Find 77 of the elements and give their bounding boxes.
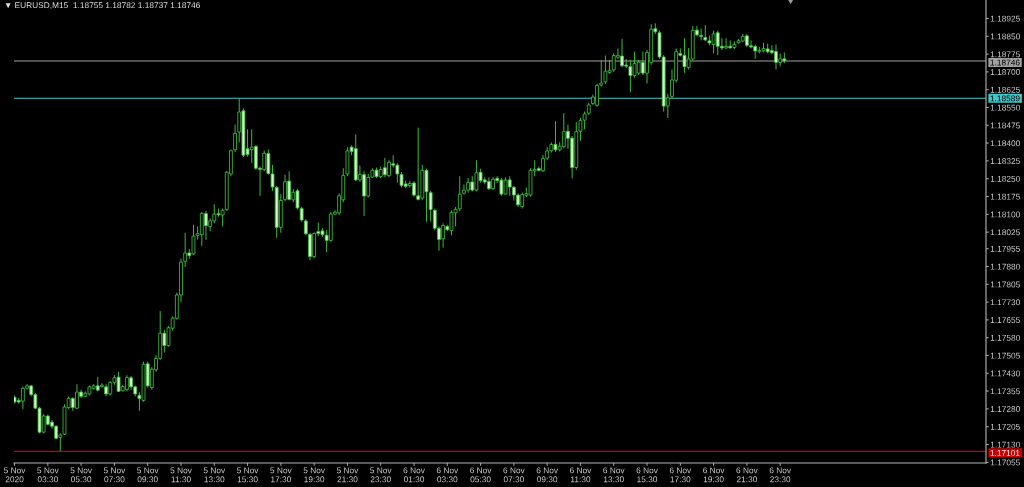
x-tick-label: 5 Nov 15:30 — [237, 467, 259, 483]
y-tick-label: 1.17880 — [990, 263, 1020, 270]
candlestick — [561, 112, 566, 149]
y-tick-label: 1.17280 — [990, 406, 1020, 412]
x-tick-label: 5 Nov 07:30 — [103, 467, 126, 483]
ref-line-label: 1.18746 — [990, 59, 1020, 66]
x-tick-label: 5 Nov 21:30 — [336, 467, 359, 483]
y-tick-label: 1.18400 — [990, 140, 1020, 147]
y-tick-label: 1.17355 — [990, 388, 1020, 395]
candlestick — [595, 83, 599, 108]
y-tick-label: 1.17580 — [990, 334, 1020, 341]
y-tick-label: 1.18625 — [990, 86, 1020, 93]
candlestick — [699, 27, 703, 41]
y-tick-label: 1.18100 — [990, 211, 1020, 218]
x-tick-label: 6 Nov 23:30 — [769, 467, 792, 483]
x-tick-label: 5 Nov 13:30 — [203, 467, 226, 483]
y-tick-label: 1.18550 — [990, 104, 1020, 111]
x-tick-label: 5 Nov 09:30 — [137, 467, 159, 483]
candlestick — [457, 175, 462, 212]
candlestick — [75, 383, 79, 410]
candlestick — [312, 231, 317, 259]
candlestick — [620, 38, 624, 68]
candlestick — [628, 59, 633, 93]
y-tick-label: 1.18025 — [990, 229, 1020, 236]
y-tick-label: 1.17430 — [990, 370, 1020, 377]
y-tick-label: 1.17205 — [990, 423, 1020, 430]
candlestick — [774, 44, 778, 71]
x-tick-label: 6 Nov 11:30 — [569, 467, 592, 483]
x-tick-label: 6 Nov 19:30 — [703, 467, 725, 483]
y-tick-label: 1.17130 — [990, 441, 1020, 448]
candlestick — [204, 210, 208, 241]
y-tick-label: 1.18850 — [990, 33, 1020, 40]
y-tick-label: 1.18325 — [990, 158, 1020, 164]
chart-title: ▼ EURUSD,M15 1.18755 1.18782 1.18737 1.18746 — [5, 2, 200, 10]
x-tick-label: 5 Nov 11:30 — [170, 467, 192, 483]
candlestick — [553, 120, 558, 153]
x-tick-label: 5 Nov 05:30 — [70, 467, 92, 483]
candlestick — [191, 224, 196, 256]
y-tick-label: 1.17805 — [990, 281, 1020, 288]
y-tick-label: 1.17505 — [990, 352, 1020, 359]
x-tick-label: 6 Nov 01:30 — [403, 467, 425, 483]
candlestick — [603, 55, 608, 85]
candlestick — [711, 30, 716, 54]
x-tick-label: 6 Nov 03:30 — [436, 467, 459, 483]
candlestick — [682, 37, 687, 74]
candlestick — [449, 209, 454, 236]
x-tick-label: 6 Nov 21:30 — [736, 467, 758, 483]
x-tick-label: 6 Nov 09:30 — [536, 467, 559, 483]
x-tick-label: 5 Nov 17:30 — [270, 467, 292, 483]
x-tick-label: 5 Nov 19:30 — [303, 467, 325, 483]
candlestick — [424, 168, 429, 223]
y-tick-label: 1.17655 — [990, 317, 1020, 323]
y-tick-label: 1.17955 — [990, 245, 1020, 252]
ref-line-label: 1.17101 — [990, 449, 1020, 456]
y-tick-label: 1.18175 — [990, 193, 1020, 200]
y-tick-label: 1.17730 — [990, 299, 1020, 306]
y-tick-label: 1.18700 — [990, 69, 1020, 76]
candlestick — [362, 170, 366, 217]
y-tick-label: 1.17055 — [990, 459, 1020, 466]
x-tick-label: 5 Nov 03:30 — [37, 467, 59, 483]
y-tick-label: 1.18925 — [990, 15, 1020, 22]
x-tick-label: 6 Nov 13:30 — [603, 467, 625, 483]
candlestick — [21, 386, 25, 410]
y-tick-label: 1.18250 — [990, 175, 1020, 182]
candlestick — [474, 159, 479, 192]
x-tick-label: 5 Nov 2020 — [4, 467, 26, 483]
ref-line-label: 1.18589 — [990, 95, 1020, 102]
candlestick — [383, 157, 387, 178]
x-tick-label: 6 Nov 05:30 — [470, 467, 492, 483]
y-tick-label: 1.18775 — [990, 51, 1020, 58]
y-tick-label: 1.18475 — [990, 122, 1020, 129]
x-tick-label: 6 Nov 15:30 — [636, 467, 658, 483]
candlestick — [715, 30, 720, 56]
x-tick-label: 5 Nov 23:30 — [370, 467, 392, 483]
x-tick-label: 6 Nov 17:30 — [669, 467, 692, 483]
x-tick-label: 6 Nov 07:30 — [503, 467, 525, 483]
candlestick — [724, 37, 728, 50]
